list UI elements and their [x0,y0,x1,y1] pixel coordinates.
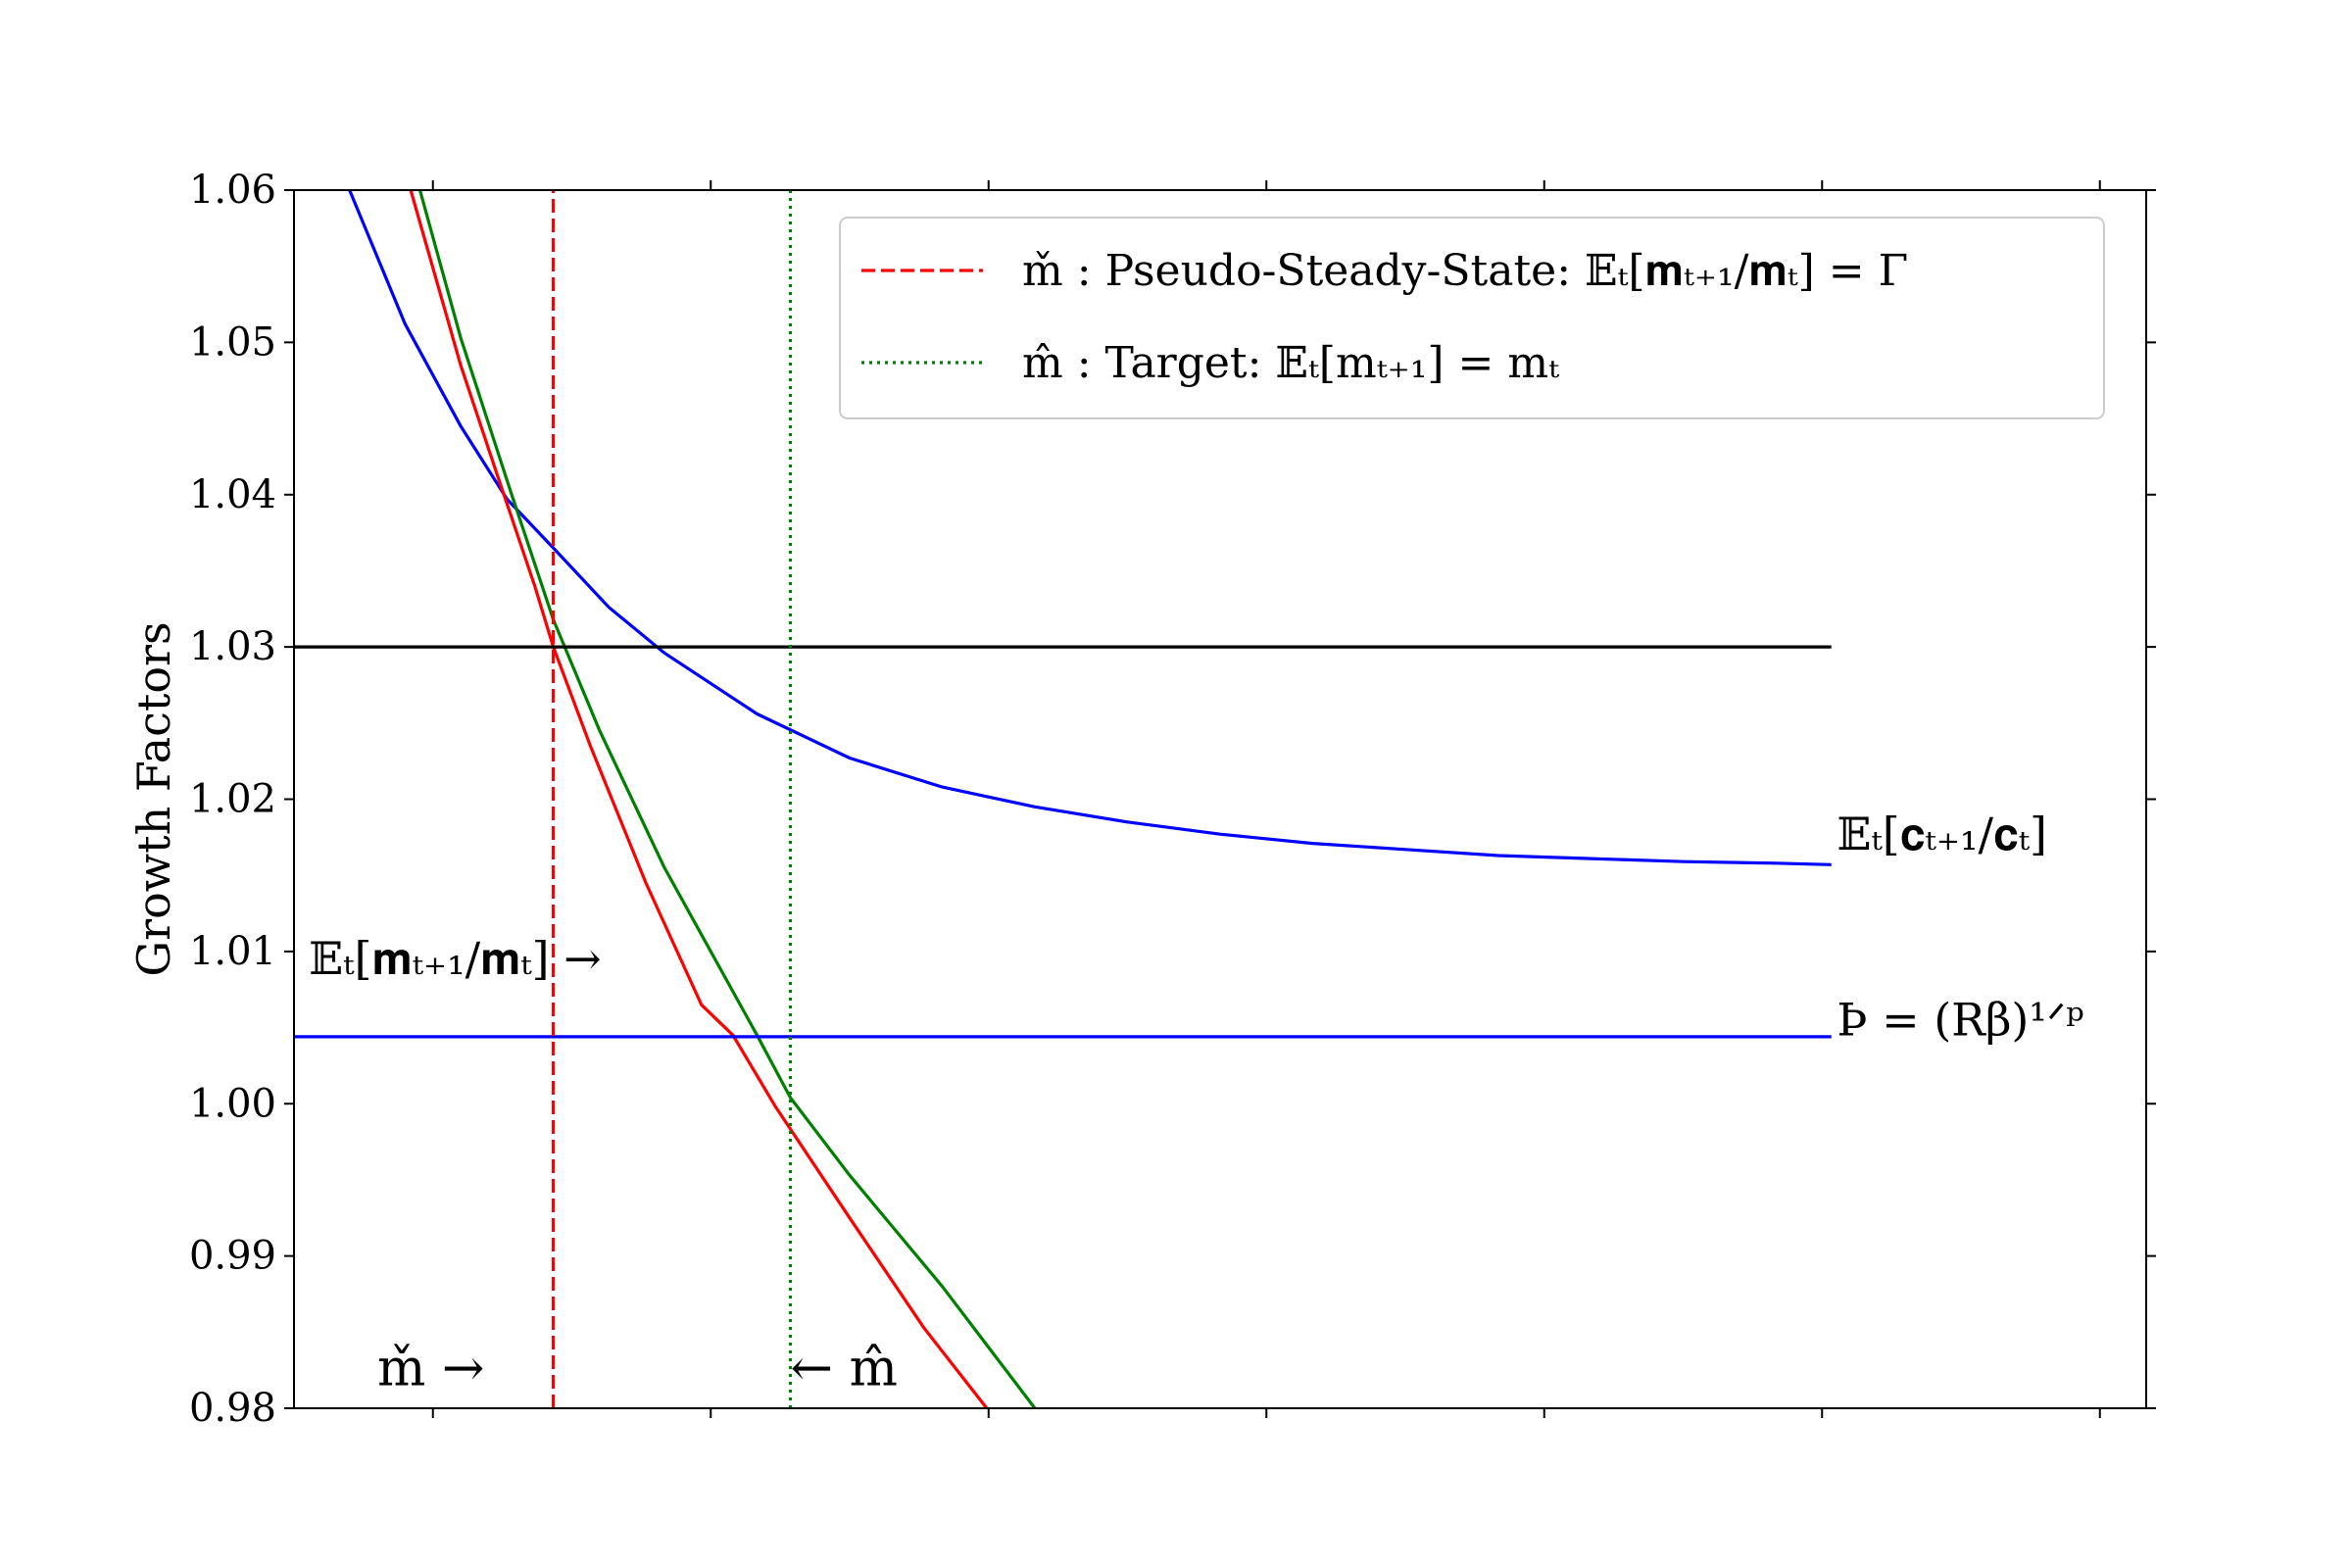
series-line-2 [417,190,1037,1408]
series-line-1 [409,190,989,1408]
legend-label-1: m̂ : Target: 𝔼ₜ[mₜ₊₁] = mₜ [1022,338,1559,388]
axis-ticks: 0.98 0.99 1.00 1.01 1.02 1.03 1.04 1.05 1.06 [189,168,2156,1431]
annotation-4: ← m̂ [791,1340,898,1398]
y-tick-label: 0.99 [189,1234,276,1279]
annotation-1: Þ = (Rβ)¹ᐟᵖ [1837,993,2083,1046]
chart-series-group [294,190,1832,1408]
y-tick-label: 1.06 [189,168,276,213]
annotation-0: 𝔼ₜ[𝐜ₜ₊₁/𝐜ₜ] [1837,808,2047,860]
y-tick-label: 1.02 [189,777,276,822]
legend: m̌ : Pseudo-Steady-State: 𝔼ₜ[𝐦ₜ₊₁/𝐦ₜ] = … [839,217,2105,419]
y-tick-label: 1.04 [189,472,276,517]
y-tick-label: 1.05 [189,319,276,365]
legend-box [839,217,2105,419]
y-tick-label: 1.00 [189,1081,276,1126]
annotation-2: 𝔼ₜ[𝐦ₜ₊₁/𝐦ₜ] → [309,932,602,985]
annotations: 𝔼ₜ[𝐜ₜ₊₁/𝐜ₜ] Þ = (Rβ)¹ᐟᵖ 𝔼ₜ[𝐦ₜ₊₁/𝐦ₜ] → m̌ → ←… [309,808,2084,1398]
y-tick-label: 0.98 [189,1386,276,1431]
y-axis-label: Growth Factors [127,621,180,976]
y-tick-label: 1.03 [189,624,276,669]
y-tick-label: 1.01 [189,929,276,974]
annotation-3: m̌ → [377,1340,484,1398]
legend-label-0: m̌ : Pseudo-Steady-State: 𝔼ₜ[𝐦ₜ₊₁/𝐦ₜ] = … [1022,246,1908,296]
